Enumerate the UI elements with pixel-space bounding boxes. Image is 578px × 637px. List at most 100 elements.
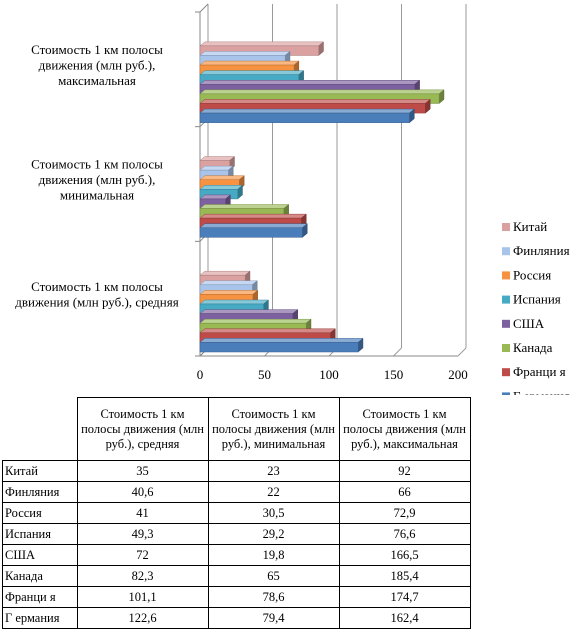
floor-gridline [393, 347, 402, 357]
table-row: Г ермания 122,6 79,4 162,4 [2, 607, 471, 629]
table-cell: 40,6 [76, 481, 209, 503]
category-label: максимальная [58, 73, 136, 88]
bar-top [199, 194, 232, 200]
table-row-label: Испания [2, 523, 78, 545]
table-row-label: Китай [2, 460, 78, 482]
table-cell: 66 [338, 481, 471, 503]
x-tick-label: 0 [197, 367, 204, 382]
table-cell: 101,1 [76, 586, 209, 608]
category-label: минимальная [60, 188, 134, 203]
table-header-row: Стоимость 1 км полосы движения (млн руб.… [2, 397, 471, 461]
bar-top [199, 185, 244, 190]
table-row-label: Финляния [2, 481, 78, 503]
table-corner-cell [2, 397, 78, 461]
bar-top [199, 280, 258, 286]
table-cell: 185,4 [338, 565, 471, 587]
table-header-min: Стоимость 1 км полосы движения (млн руб.… [207, 397, 340, 461]
legend-swatch [502, 344, 510, 352]
bar [199, 342, 359, 353]
legend-swatch [502, 271, 510, 280]
table-cell: 166,5 [338, 544, 471, 566]
table-cell: 30,5 [207, 502, 340, 524]
table-row: Китай 35 23 92 [2, 460, 471, 482]
bar-top [199, 213, 307, 219]
legend-label: Россия [513, 267, 551, 282]
bar-top [199, 318, 312, 324]
table-row: Франци я 101,1 78,6 174,7 [2, 586, 471, 608]
legend-label: Франци я [513, 364, 566, 379]
bar-top [199, 270, 251, 276]
table-cell: 41 [76, 502, 209, 524]
table-row-label: Канада [2, 565, 78, 587]
legend-swatch [502, 368, 510, 377]
legend-swatch [502, 392, 510, 395]
x-tick-label: 50 [258, 367, 271, 382]
bar-top [199, 41, 325, 47]
table-row: Россия 41 30,5 72,9 [2, 502, 471, 524]
x-tick-label: 100 [319, 367, 339, 382]
bar-top [199, 108, 415, 114]
table-cell: 29,2 [207, 523, 340, 545]
category-label: движения (млн руб.), [39, 57, 156, 72]
bar-top [199, 299, 270, 305]
bar-top [199, 328, 336, 334]
bar [199, 112, 410, 123]
table-cell: 22 [207, 481, 340, 503]
table-row-label: США [2, 544, 78, 566]
x-tick-label: 200 [448, 367, 468, 382]
bar-top [199, 338, 364, 343]
legend-swatch [502, 247, 510, 256]
bar-top [199, 89, 445, 95]
bar [199, 227, 303, 238]
floor-gridline [457, 347, 467, 357]
table-cell: 78,6 [207, 586, 340, 608]
bar-top [199, 204, 290, 209]
category-label: движения (млн руб.), средняя [15, 294, 178, 309]
table-cell: 49,3 [76, 523, 209, 545]
table-row: Испания 49,3 29,2 76,6 [2, 523, 471, 545]
bar-top [199, 51, 291, 56]
legend-label: Китай [513, 219, 547, 234]
table-row: Финляния 40,6 22 66 [2, 481, 471, 503]
bar-top [199, 70, 305, 75]
bar-top [199, 175, 245, 180]
table-row-label: Россия [2, 502, 78, 524]
bar-top [199, 290, 259, 295]
table-row-label: Г ермания [2, 607, 78, 629]
table-cell: 65 [207, 565, 340, 587]
category-label: Стоимость 1 км полосы [31, 157, 163, 172]
bar-top [199, 99, 431, 104]
legend-label: США [513, 316, 545, 331]
table-cell: 82,3 [76, 565, 209, 587]
table-cell: 19,8 [207, 544, 340, 566]
table-header-max: Стоимость 1 км полосы движения (млн руб.… [338, 397, 471, 461]
table-cell: 122,6 [76, 607, 209, 629]
table-cell: 92 [338, 460, 471, 482]
table-header-avg: Стоимость 1 км полосы движения (млн руб.… [76, 397, 209, 461]
legend-label: Канада [513, 340, 553, 355]
table-cell: 79,4 [207, 607, 340, 629]
table-cell: 23 [207, 460, 340, 482]
category-label: движения (млн руб.), [39, 172, 156, 187]
legend-swatch [502, 295, 510, 304]
table-body: Китай 35 23 92 Финляния 40,6 22 66 Россия 41 30,5 7… [2, 460, 471, 629]
bar-top [199, 223, 308, 228]
category-label: Стоимость 1 км полосы [31, 42, 163, 57]
bar-top [199, 156, 236, 161]
bar-top [199, 60, 300, 66]
legend-label: Испания [513, 292, 561, 307]
table-row: США 72 19,8 166,5 [2, 544, 471, 566]
table-cell: 162,4 [338, 607, 471, 629]
legend-label: Г ермания [513, 388, 570, 395]
table-row-label: Франци я [2, 586, 78, 608]
table-cell: 174,7 [338, 586, 471, 608]
table-cell: 35 [76, 460, 209, 482]
table-row: Канада 82,3 65 185,4 [2, 565, 471, 587]
legend-swatch [502, 223, 510, 231]
legend-label: Финляния [513, 243, 570, 258]
table-cell: 76,6 [338, 523, 471, 545]
table-cell: 72,9 [338, 502, 471, 524]
category-label: Стоимость 1 км полосы [31, 279, 163, 294]
category-separator [199, 3, 209, 13]
